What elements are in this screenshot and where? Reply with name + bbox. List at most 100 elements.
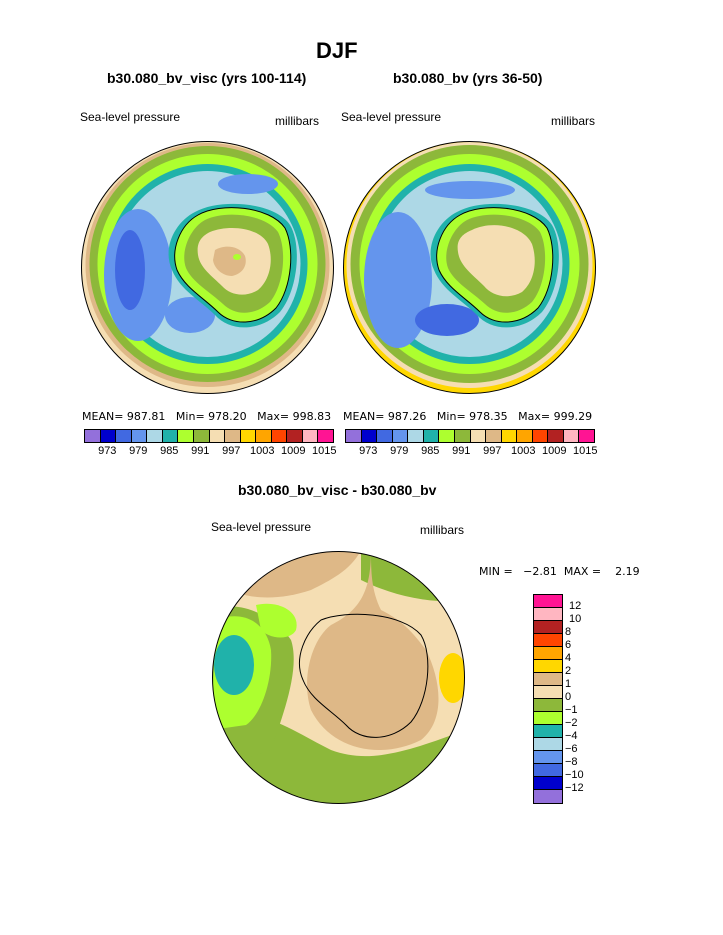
colorbar-swatch <box>178 430 194 442</box>
colorbar-tick-label: 979 <box>129 445 148 457</box>
diff-colorbar <box>533 594 563 804</box>
colorbar-swatch <box>439 430 455 442</box>
colorbar-tick-label: 991 <box>452 445 471 457</box>
diff-colorbar-tick-label: 6 <box>565 639 572 651</box>
colorbar-tick-label: 997 <box>483 445 502 457</box>
panel1-variable-label: Sea-level pressure <box>80 110 181 124</box>
colorbar-swatch <box>579 430 594 442</box>
colorbar-swatch <box>470 430 487 442</box>
colorbar-swatch <box>423 430 440 442</box>
colorbar-swatch <box>147 430 163 442</box>
diff-colorbar-tick-label: 12 <box>569 600 582 612</box>
colorbar-swatch <box>287 430 303 442</box>
diff-colorbar-tick-label: −8 <box>565 756 578 768</box>
panel2-variable-label: Sea-level pressure <box>341 110 442 124</box>
diff-colorbar-swatch <box>534 790 562 803</box>
colorbar-tick-label: 1003 <box>511 445 536 457</box>
panel1-max-value: 998.83 <box>292 410 332 423</box>
panel1-polar-map <box>81 141 334 394</box>
panel2-mean-value: 987.26 <box>387 410 427 423</box>
diff-colorbar-swatch <box>534 777 562 790</box>
colorbar-tick-label: 1003 <box>250 445 275 457</box>
diff-min-max: MIN = −2.81 MAX = 2.19 <box>479 565 640 578</box>
colorbar-swatch <box>517 430 533 442</box>
diff-colorbar-swatch <box>534 699 562 712</box>
diff-colorbar-swatch <box>534 608 562 621</box>
diff-colorbar-tick-label: −4 <box>565 730 578 742</box>
diff-polar-map <box>212 551 465 804</box>
panel1-units-label: millibars <box>275 114 320 128</box>
diff-colorbar-tick-label: 0 <box>565 691 572 703</box>
panel1-max-label: Max= <box>257 410 290 423</box>
colorbar-swatch <box>563 430 580 442</box>
panel1-mean-label: MEAN= <box>82 410 124 423</box>
diff-colorbar-swatch <box>534 673 562 686</box>
diff-colorbar-tick-label: 2 <box>565 665 572 677</box>
colorbar-tick-label: 991 <box>191 445 210 457</box>
colorbar-swatch <box>501 430 518 442</box>
diff-colorbar-swatch <box>534 621 562 634</box>
colorbar-tick-label: 997 <box>222 445 241 457</box>
panel1-min-label: Min= <box>175 410 205 423</box>
panel2-units-label: millibars <box>551 114 596 128</box>
colorbar-swatch <box>85 430 101 442</box>
diff-colorbar-tick-label: −10 <box>565 769 584 781</box>
colorbar-swatch <box>240 430 257 442</box>
colorbar-swatch <box>302 430 319 442</box>
panel2-colorbar-labels: 973 979 985 991 997 1003 1009 1015 <box>345 445 597 459</box>
diff-colorbar-swatch <box>534 595 562 608</box>
colorbar-swatch <box>116 430 132 442</box>
diff-colorbar-tick-label: −2 <box>565 717 578 729</box>
colorbar-swatch <box>392 430 409 442</box>
diff-colorbar-swatch <box>534 712 562 725</box>
diff-colorbar-swatch <box>534 634 562 647</box>
panel2-max-value: 999.29 <box>553 410 593 423</box>
colorbar-swatch <box>256 430 272 442</box>
colorbar-swatch <box>209 430 226 442</box>
colorbar-swatch <box>271 430 288 442</box>
colorbar-swatch <box>361 430 378 442</box>
colorbar-swatch <box>131 430 148 442</box>
diff-units-label: millibars <box>420 523 465 537</box>
panel1-mean-value: 987.81 <box>126 410 166 423</box>
diff-colorbar-tick-label: 8 <box>565 626 572 638</box>
diff-colorbar-tick-label: 10 <box>569 613 582 625</box>
diff-colorbar-labels: 12 10 8 6 4 2 1 0 −1 −2 −4 −6 −8 −10 −12 <box>565 594 605 804</box>
colorbar-swatch <box>408 430 424 442</box>
colorbar-tick-label: 979 <box>390 445 409 457</box>
panel2-min-value: 978.35 <box>469 410 508 423</box>
panel2-min-label: Min= <box>436 410 466 423</box>
diff-colorbar-tick-label: 4 <box>565 652 572 664</box>
diff-colorbar-swatch <box>534 660 562 673</box>
colorbar-swatch <box>162 430 179 442</box>
panel2-heading: b30.080_bv (yrs 36-50) <box>393 70 543 86</box>
colorbar-swatch <box>193 430 210 442</box>
panel1-colorbar-labels: 973 979 985 991 997 1003 1009 1015 <box>84 445 336 459</box>
colorbar-tick-label: 985 <box>160 445 179 457</box>
colorbar-swatch <box>225 430 241 442</box>
diff-colorbar-swatch <box>534 751 562 764</box>
colorbar-swatch <box>377 430 393 442</box>
colorbar-swatch <box>100 430 117 442</box>
diff-colorbar-tick-label: 1 <box>565 678 572 690</box>
colorbar-swatch <box>532 430 549 442</box>
panel1-min-value: 978.20 <box>208 410 247 423</box>
panel2-max-label: Max= <box>518 410 551 423</box>
colorbar-swatch <box>318 430 333 442</box>
colorbar-swatch <box>548 430 564 442</box>
colorbar-tick-label: 973 <box>359 445 378 457</box>
diff-colorbar-swatch <box>534 647 562 660</box>
page-title: DJF <box>316 38 358 63</box>
diff-colorbar-tick-label: −12 <box>565 782 584 794</box>
colorbar-tick-label: 1015 <box>312 445 337 457</box>
colorbar-tick-label: 1015 <box>573 445 598 457</box>
panel1-stats: MEAN= 987.81 Min= 978.20 Max= 998.83 <box>82 410 331 423</box>
colorbar-swatch <box>454 430 471 442</box>
colorbar-tick-label: 1009 <box>281 445 306 457</box>
panel2-mean-label: MEAN= <box>343 410 385 423</box>
colorbar-tick-label: 985 <box>421 445 440 457</box>
panel2-colorbar <box>345 429 595 443</box>
panel1-heading: b30.080_bv_visc (yrs 100-114) <box>107 70 307 86</box>
diff-colorbar-swatch <box>534 764 562 777</box>
diff-variable-label: Sea-level pressure <box>211 520 312 534</box>
